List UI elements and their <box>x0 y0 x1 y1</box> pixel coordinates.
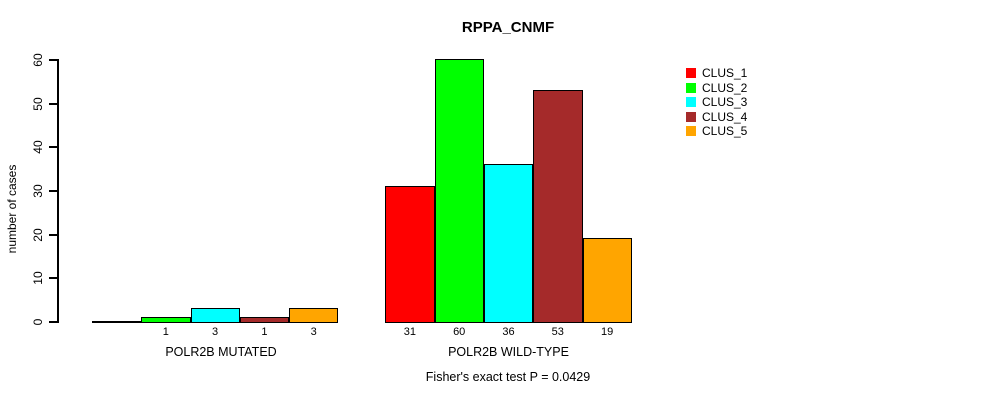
y-tick-mark <box>49 59 57 61</box>
y-axis-label: number of cases <box>5 164 19 254</box>
legend-swatch <box>686 126 696 137</box>
legend-label: CLUS_2 <box>702 80 748 95</box>
bar-value-label: 53 <box>551 326 564 338</box>
group-label-1: POLR2B MUTATED <box>165 345 277 359</box>
y-tick-label: 30 <box>31 184 45 198</box>
bar-clus_2-group1 <box>141 316 191 323</box>
legend-label: CLUS_1 <box>702 66 748 81</box>
y-tick-mark <box>49 102 57 105</box>
legend: CLUS_1 CLUS_2 CLUS_3 CLUS_4 CLUS_5 <box>686 66 747 139</box>
legend-label: CLUS_4 <box>702 109 748 124</box>
bar-value-label: 3 <box>212 326 219 338</box>
bar-value-label: 3 <box>310 326 317 338</box>
y-tick-label: 20 <box>31 227 45 242</box>
y-tick-label: 10 <box>31 271 45 286</box>
bar-value-label: 60 <box>453 326 466 338</box>
legend-item-clus_5: CLUS_5 <box>686 124 747 139</box>
legend-item-clus_1: CLUS_1 <box>686 66 747 81</box>
y-tick-label: 50 <box>31 96 45 111</box>
y-tick-mark <box>49 233 57 236</box>
y-tick-mark <box>49 277 57 280</box>
legend-label: CLUS_5 <box>702 124 748 139</box>
legend-item-clus_4: CLUS_4 <box>686 110 747 125</box>
bar-clus_4-group1 <box>239 316 290 323</box>
y-tick-mark <box>49 190 57 192</box>
group-label-2: POLR2B WILD-TYPE <box>448 345 569 359</box>
bar-clus_1-group1 <box>92 321 142 323</box>
legend-swatch <box>686 82 696 93</box>
chart-title: RPPA_CNMF <box>461 19 555 36</box>
bar-clus_2-group2 <box>434 59 484 323</box>
bar-clus_5-group2 <box>582 238 632 323</box>
bar-clus_5-group1 <box>289 307 339 323</box>
bar-value-label: 1 <box>162 326 169 338</box>
bar-clus_4-group2 <box>533 89 583 323</box>
y-tick-label: 0 <box>31 318 45 326</box>
legend-label: CLUS_3 <box>702 95 748 110</box>
y-tick-label: 40 <box>31 140 45 155</box>
legend-swatch <box>686 97 696 108</box>
bar-value-label: 1 <box>261 326 268 338</box>
bar-value-label: 31 <box>403 326 417 338</box>
fisher-test-annotation: Fisher's exact test P = 0.0429 <box>425 370 591 384</box>
legend-swatch <box>686 111 696 122</box>
bar-value-label: 36 <box>502 326 515 338</box>
legend-item-clus_2: CLUS_2 <box>686 81 747 96</box>
y-tick-mark <box>49 146 57 149</box>
legend-swatch <box>686 68 696 79</box>
bar-value-label: 19 <box>600 326 614 338</box>
y-tick-label: 60 <box>31 53 45 67</box>
y-tick-mark <box>49 321 57 323</box>
bar-clus_3-group2 <box>484 163 534 323</box>
bar-clus_1-group2 <box>385 185 435 323</box>
bar-clus_3-group1 <box>190 307 240 323</box>
legend-item-clus_3: CLUS_3 <box>686 95 747 110</box>
y-axis-line <box>57 59 59 323</box>
